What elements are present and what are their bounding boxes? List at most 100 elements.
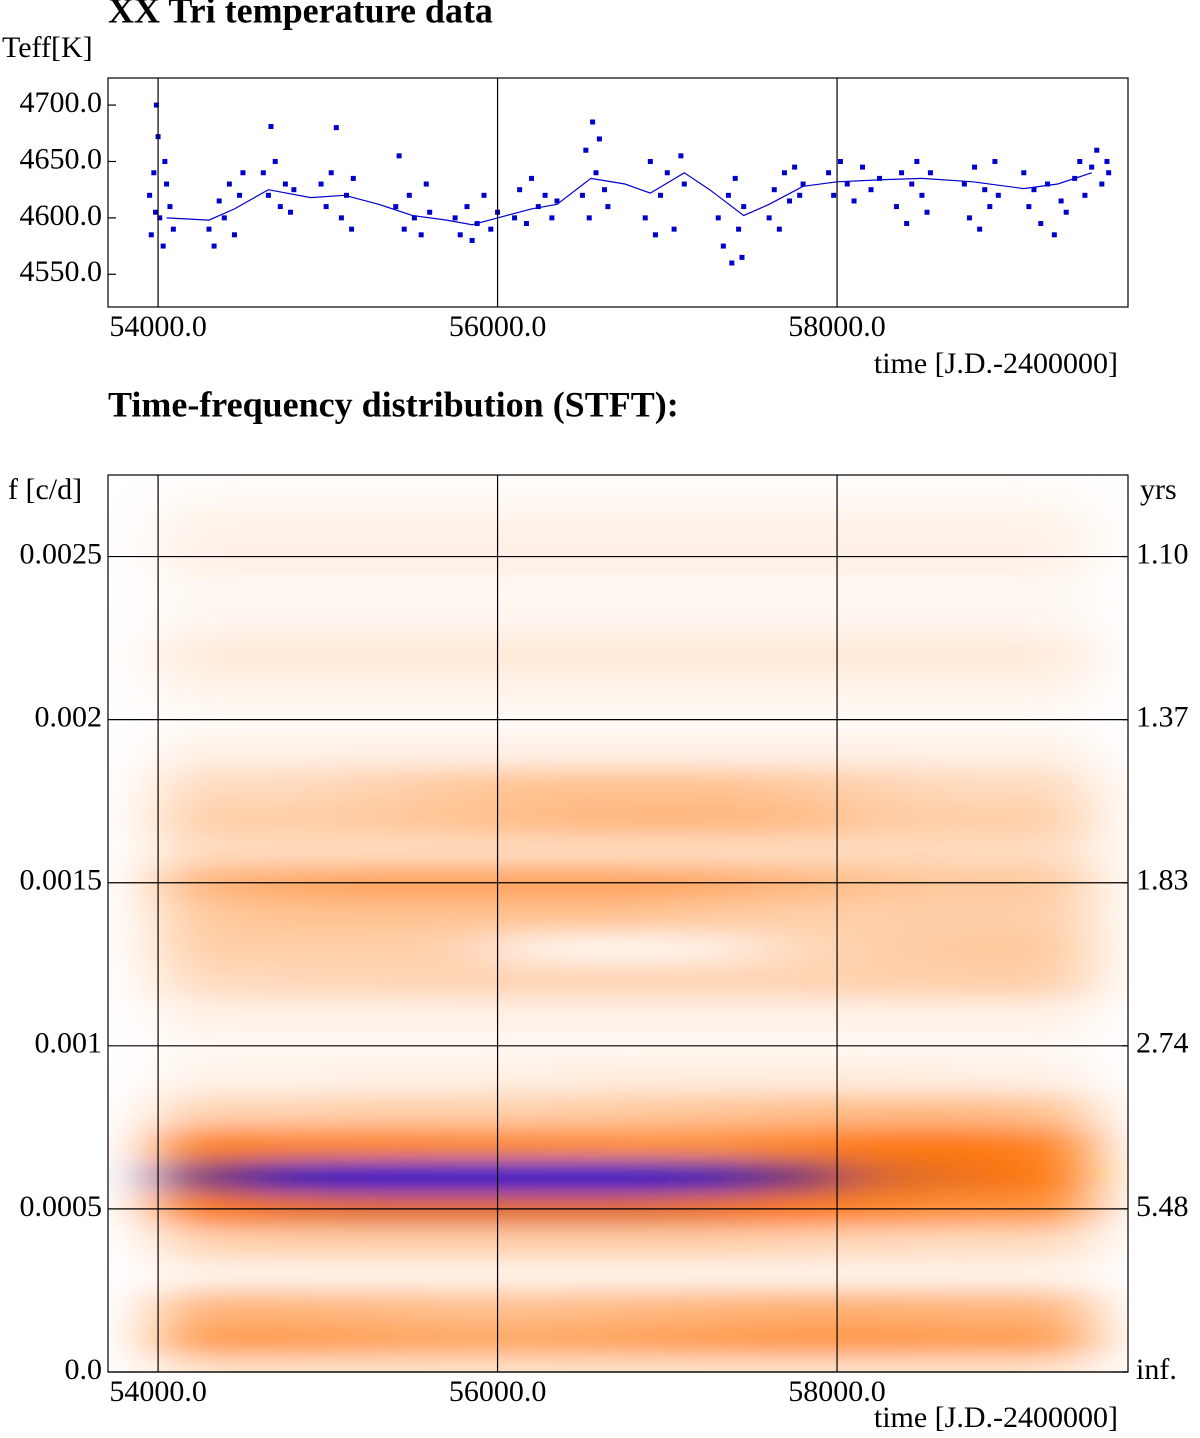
data-point: [904, 221, 910, 227]
data-point: [148, 232, 154, 238]
heatmap-cell: [497, 507, 583, 541]
heatmap-cell: [837, 735, 923, 770]
heatmap-cell: [412, 1127, 499, 1161]
data-point: [972, 164, 978, 170]
heatmap-cell: [752, 931, 838, 965]
heatmap-cell: [582, 1062, 668, 1096]
heatmap-cell: [158, 833, 244, 867]
y2-tick-label: 1.10: [1136, 537, 1189, 570]
data-point: [542, 192, 548, 198]
heatmap-cell: [412, 1159, 499, 1194]
data-point: [579, 192, 585, 198]
heatmap-cell: [412, 768, 499, 802]
heatmap-cell: [921, 1127, 1008, 1161]
heatmap-cell: [1006, 1290, 1093, 1324]
heatmap-cell: [582, 605, 668, 639]
data-point: [151, 170, 157, 176]
data-point: [995, 192, 1001, 198]
data-point: [328, 170, 334, 176]
heatmap-cell: [412, 1257, 499, 1291]
data-point: [1021, 170, 1027, 176]
data-point: [678, 153, 684, 159]
heatmap-cell: [667, 1062, 753, 1096]
heatmap-cell: [921, 670, 1008, 704]
data-point: [170, 226, 176, 232]
heatmap-cell: [667, 964, 753, 998]
heatmap-cell: [242, 572, 329, 606]
heatmap-cell: [242, 1290, 329, 1324]
y-tick-label: 0.0015: [20, 864, 103, 897]
data-point: [781, 170, 787, 176]
data-point: [1038, 221, 1044, 227]
heatmap-cell: [242, 931, 329, 965]
heatmap-cell: [752, 1225, 838, 1259]
heatmap-cell: [1006, 605, 1093, 639]
data-point: [919, 192, 925, 198]
data-point: [966, 215, 972, 221]
x-tick-label: 54000.0: [109, 1375, 207, 1408]
heatmap-cell: [667, 475, 753, 509]
heatmap-cell: [582, 964, 668, 998]
data-point: [992, 158, 998, 164]
heatmap-cell: [667, 996, 753, 1031]
heatmap-cell: [1006, 735, 1093, 770]
heatmap-cell: [667, 801, 753, 835]
heatmap-cell: [921, 1257, 1008, 1291]
heatmap-cell: [1006, 899, 1093, 933]
data-point: [914, 158, 920, 164]
heatmap-cell: [921, 833, 1008, 867]
heatmap-cell: [667, 670, 753, 704]
heatmap-cell: [1006, 1257, 1093, 1291]
heatmap-cell: [837, 996, 923, 1031]
heatmap-cell: [497, 1225, 583, 1259]
heatmap-cell: [667, 1355, 753, 1372]
data-point: [147, 192, 153, 198]
data-point: [162, 158, 168, 164]
heatmap-cell: [242, 670, 329, 704]
heatmap-cell: [1006, 572, 1093, 606]
heatmap-cell: [412, 507, 499, 541]
data-point: [771, 187, 777, 193]
data-point: [272, 158, 278, 164]
data-point: [831, 192, 837, 198]
heatmap-cell: [921, 899, 1008, 933]
heatmap-cell: [412, 1094, 499, 1128]
data-point: [160, 243, 166, 249]
y2-tick-label: 1.83: [1136, 864, 1189, 897]
heatmap-cell: [921, 1159, 1008, 1194]
heatmap-cell: [667, 931, 753, 965]
data-point: [776, 226, 782, 232]
data-point: [664, 170, 670, 176]
heatmap-cell: [752, 638, 838, 672]
heatmap-cell: [837, 1094, 923, 1128]
data-point: [401, 226, 407, 232]
data-point: [529, 175, 535, 181]
data-point: [1082, 192, 1088, 198]
data-point: [523, 221, 529, 227]
data-point: [605, 204, 611, 210]
heatmap-cell: [582, 1127, 668, 1161]
y2-tick-label: inf.: [1136, 1353, 1177, 1386]
heatmap-cell: [837, 1323, 923, 1357]
data-point: [851, 198, 857, 204]
heatmap-cell: [667, 768, 753, 802]
heatmap-cell: [327, 735, 414, 770]
data-point: [909, 181, 915, 187]
heatmap-cell: [242, 605, 329, 639]
heatmap-cell: [582, 768, 668, 802]
heatmap-cell: [752, 1355, 838, 1372]
heatmap-cell: [327, 833, 414, 867]
heatmap-cell: [1006, 638, 1093, 672]
data-point: [240, 170, 246, 176]
y2-tick-label: 5.48: [1136, 1190, 1189, 1223]
data-point: [899, 170, 905, 176]
data-point: [681, 181, 687, 187]
heatmap-cell: [752, 1062, 838, 1096]
heatmap-cell: [242, 1257, 329, 1291]
heatmap-cell: [837, 1355, 923, 1372]
data-point: [658, 192, 664, 198]
heatmap-cell: [1006, 1323, 1093, 1357]
fit-line: [166, 172, 1092, 226]
data-point: [1094, 147, 1100, 153]
data-point: [226, 181, 232, 187]
